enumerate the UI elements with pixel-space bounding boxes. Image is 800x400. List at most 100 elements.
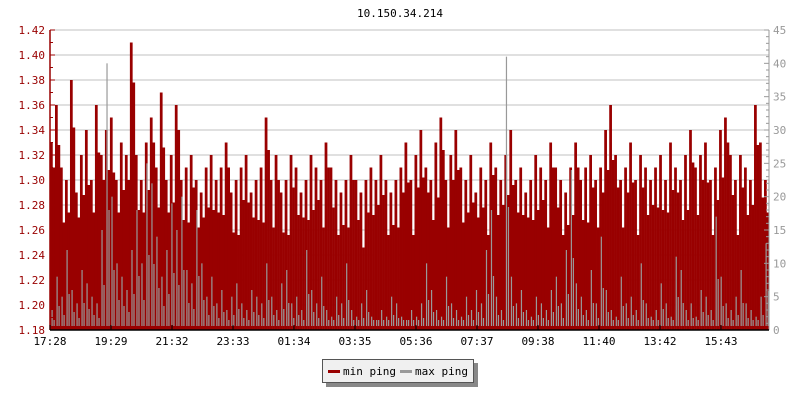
max-ping-bar: [515, 303, 518, 326]
max-ping-bar: [158, 288, 160, 326]
min-ping-bar: [259, 167, 263, 330]
min-ping-bar: [174, 105, 178, 330]
min-ping-bar: [349, 155, 353, 330]
max-ping-bar: [131, 250, 133, 326]
max-ping-bar: [442, 320, 445, 326]
max-ping-bar: [271, 296, 273, 326]
max-ping-bar: [78, 318, 80, 326]
min-ping-bar: [329, 167, 333, 330]
min-ping-bar: [204, 167, 208, 330]
min-ping-bar: [666, 212, 670, 330]
min-ping-bar: [399, 167, 403, 330]
right-tick-label: 45: [773, 24, 786, 37]
max-ping-bar: [767, 291, 769, 326]
max-ping-bar: [71, 290, 73, 326]
min-ping-bar: [367, 212, 370, 330]
min-ping-bar: [184, 167, 188, 330]
min-ping-bar: [144, 142, 148, 330]
max-ping-bar: [133, 294, 135, 326]
min-ping-bar: [449, 155, 453, 330]
min-ping-bar: [556, 207, 560, 330]
min-ping-bar: [252, 217, 255, 330]
min-ping-bar: [421, 177, 425, 330]
min-ping-bar: [67, 212, 71, 330]
max-ping-bar: [642, 300, 644, 326]
max-ping-bar: [58, 306, 60, 326]
max-ping-bar: [505, 56, 508, 327]
left-tick-label: 1.38: [19, 74, 46, 87]
max-ping-bar: [351, 310, 353, 326]
min-ping-bar: [297, 215, 300, 330]
max-ping-bar: [715, 216, 717, 326]
min-ping-bar: [751, 205, 755, 330]
max-ping-bar: [567, 294, 569, 326]
max-ping-bar: [765, 243, 767, 326]
max-ping-bar: [173, 273, 175, 326]
max-ping-bar: [502, 320, 505, 326]
max-ping-bar: [432, 312, 435, 326]
min-ping-bar: [164, 180, 168, 330]
min-ping-bar: [621, 227, 625, 330]
min-ping-bar: [531, 220, 535, 330]
min-ping-bar: [289, 155, 293, 330]
min-ping-bar: [744, 167, 747, 330]
max-ping-bar: [116, 263, 118, 326]
legend-min-ping: min ping: [328, 365, 396, 378]
min-ping-bar: [639, 155, 642, 330]
min-ping-bar: [247, 202, 250, 330]
chart-title: 10.150.34.214: [357, 7, 443, 20]
min-ping-bar: [102, 180, 106, 330]
min-ping-bar: [404, 142, 408, 330]
max-ping-bar: [520, 290, 523, 326]
min-ping-bar: [274, 155, 278, 330]
min-ping-bar: [344, 180, 348, 330]
max-ping-bar: [288, 303, 290, 326]
max-ping-bar: [206, 296, 208, 326]
max-ping-bar: [430, 290, 433, 326]
min-ping-bar: [149, 117, 153, 330]
max-ping-bar: [126, 290, 128, 326]
max-ping-bar: [183, 270, 185, 326]
max-ping-bar: [637, 320, 639, 326]
max-ping-bar: [318, 318, 320, 326]
min-ping-bar: [741, 187, 745, 330]
max-ping-bar: [61, 296, 63, 326]
min-ping-bar: [127, 180, 131, 330]
max-ping-bar: [482, 318, 485, 326]
min-ping-bar: [172, 202, 176, 330]
left-tick-label: 1.20: [19, 299, 46, 312]
max-ping-bar: [138, 276, 140, 326]
max-ping-bar: [238, 309, 240, 326]
min-ping-bar: [317, 200, 320, 330]
min-ping-bar: [227, 167, 230, 330]
max-ping-bar: [296, 296, 298, 326]
max-ping-bar: [507, 207, 510, 326]
max-ping-bar: [625, 303, 627, 326]
min-ping-bar: [262, 222, 265, 330]
min-ping-bar: [701, 180, 705, 330]
max-ping-bar: [495, 296, 498, 326]
max-ping-bar: [143, 300, 145, 326]
max-ping-bar: [467, 315, 470, 326]
min-ping-bar: [124, 155, 128, 330]
max-ping-bar: [381, 310, 383, 326]
min-ping-bar: [469, 155, 473, 330]
min-ping-bar: [559, 180, 563, 330]
min-ping-bar: [501, 205, 505, 330]
max-ping-bar: [153, 264, 155, 326]
max-ping-bar: [545, 310, 548, 326]
min-ping-bar: [72, 127, 76, 330]
min-ping-bar: [489, 142, 493, 330]
max-ping-bar: [266, 263, 268, 326]
max-ping-bar: [652, 320, 654, 326]
max-ping-bar: [555, 276, 557, 326]
x-tick-label: 09:38: [521, 335, 554, 348]
max-ping-bar: [168, 294, 170, 326]
min-ping-bar: [541, 200, 545, 330]
min-ping-bar: [119, 142, 123, 330]
max-ping-bar: [647, 318, 649, 326]
max-ping-bar: [251, 290, 253, 326]
max-ping-bar: [398, 318, 400, 326]
min-ping-bar: [214, 180, 218, 330]
right-tick-label: 40: [773, 57, 786, 70]
